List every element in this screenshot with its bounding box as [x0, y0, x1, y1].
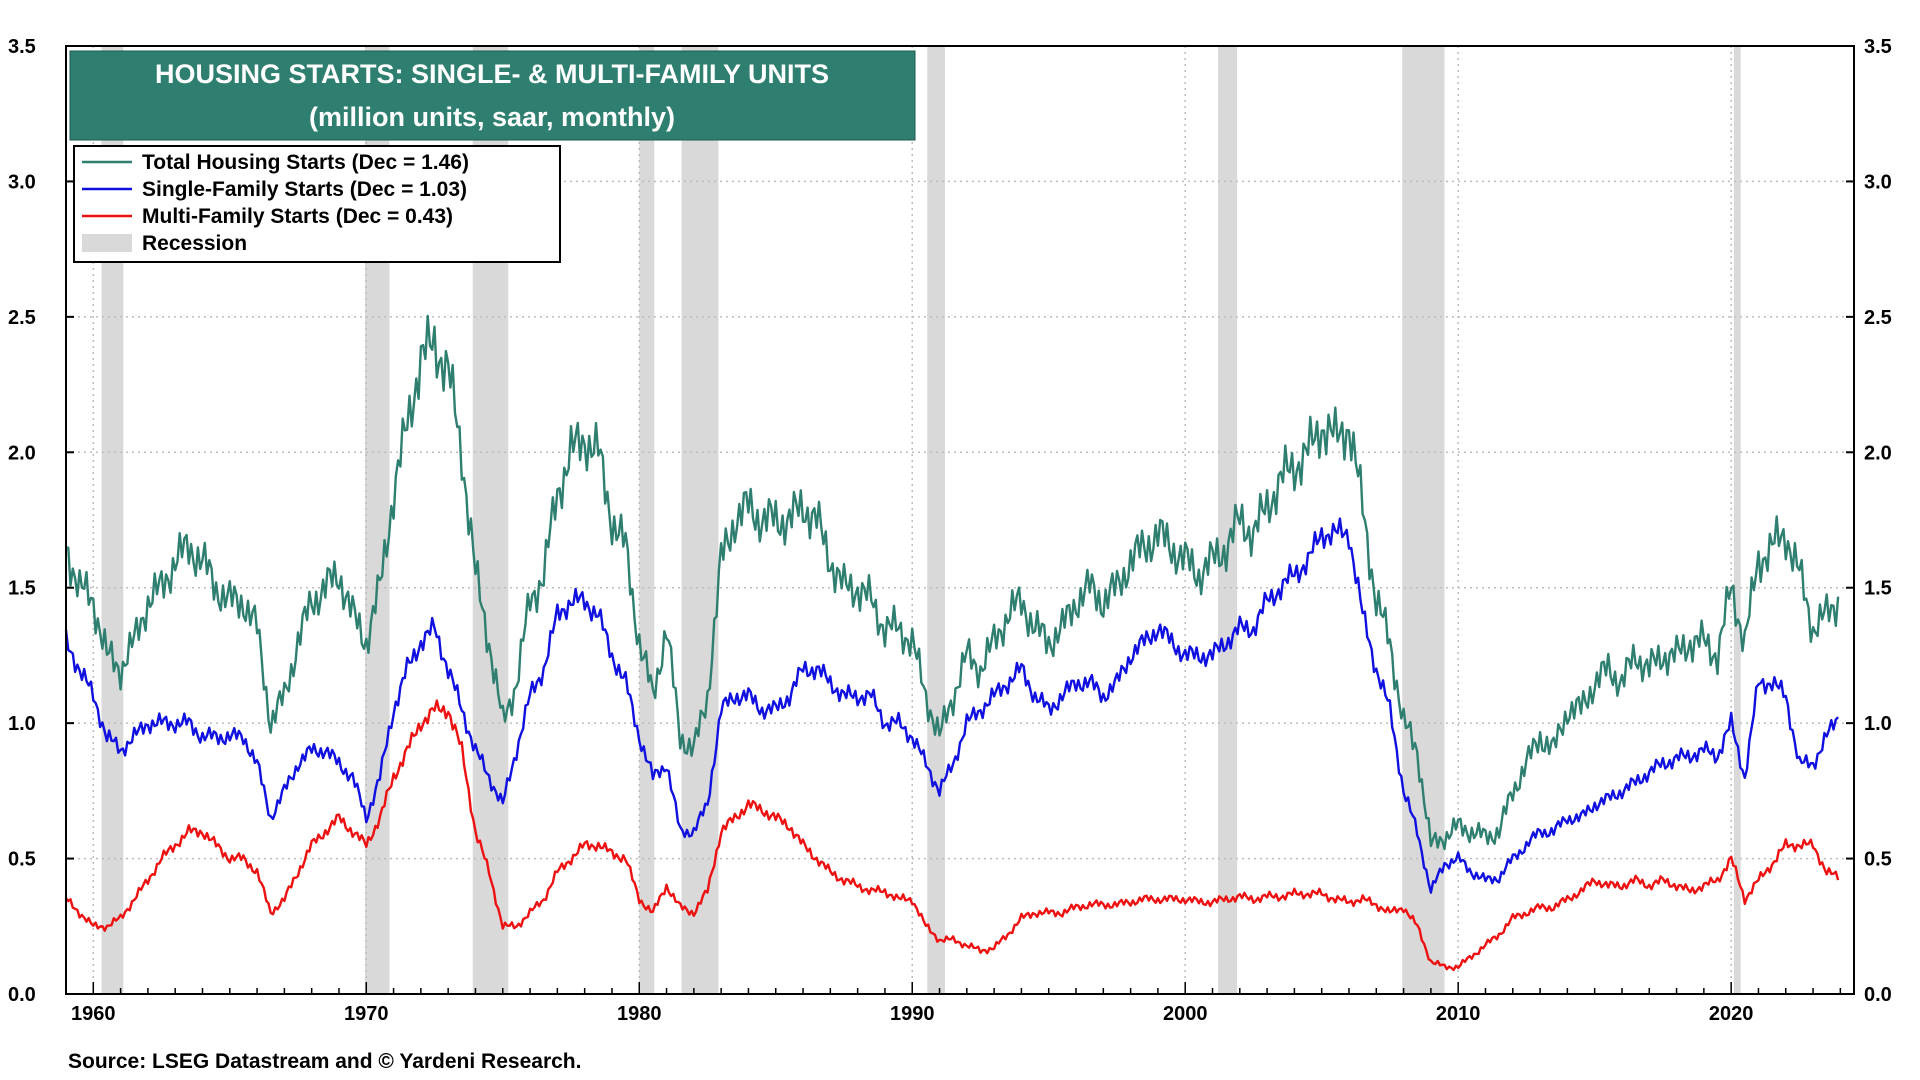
recession-band-3 [639, 46, 655, 994]
y-axis-right: 0.0 0.5 1.0 1.5 2.0 2.5 3.0 3.5 [1846, 36, 1892, 1006]
series-line-total-housing-starts [65, 314, 1840, 851]
recession-bands [101, 46, 1741, 994]
x-axis: 1960 1970 1980 1990 2000 2010 2020 [65, 982, 1842, 1025]
y-tick-label-right-1: 0.5 [1864, 849, 1892, 871]
plot-frame [65, 45, 1855, 995]
y-tick-label-left-5: 2.5 [8, 307, 36, 329]
chart-subtitle: (million units, saar, monthly) [309, 102, 675, 132]
y-tick-label-left-7: 3.5 [8, 36, 36, 58]
y-tick-label-right-5: 2.5 [1864, 307, 1892, 329]
y-tick-label-left-2: 1.0 [8, 713, 36, 735]
source-note: Source: LSEG Datastream and © Yardeni Re… [68, 1050, 581, 1073]
y-tick-label-right-0: 0.0 [1864, 984, 1892, 1006]
recession-band-7 [1402, 46, 1445, 994]
y-tick-label-left-0: 0.0 [8, 984, 36, 1006]
y-tick-label-left-6: 3.0 [8, 171, 36, 193]
series-line-multi-family-starts [65, 699, 1840, 972]
legend-label-single: Single-Family Starts (Dec = 1.03) [142, 178, 467, 201]
x-tick-label-4: 2000 [1163, 1003, 1208, 1025]
x-tick-label-1: 1970 [344, 1003, 389, 1025]
recession-band-8 [1733, 46, 1741, 994]
recession-band-5 [927, 46, 945, 994]
legend-label-recession: Recession [142, 232, 247, 255]
y-axis-left: 0.0 0.5 1.0 1.5 2.0 2.5 3.0 3.5 [8, 36, 74, 1006]
x-tick-label-2: 1980 [617, 1003, 662, 1025]
x-tick-label-5: 2010 [1436, 1003, 1481, 1025]
x-tick-label-6: 2020 [1709, 1003, 1754, 1025]
x-tick-label-3: 1990 [890, 1003, 935, 1025]
series-lines [64, 314, 1840, 972]
legend-label-total: Total Housing Starts (Dec = 1.46) [142, 151, 469, 174]
recession-band-4 [681, 46, 719, 994]
recession-band-6 [1217, 46, 1238, 994]
title-box: HOUSING STARTS: SINGLE- & MULTI-FAMILY U… [69, 50, 916, 141]
legend-frame [73, 145, 561, 263]
chart-title: HOUSING STARTS: SINGLE- & MULTI-FAMILY U… [155, 59, 829, 89]
legend-label-multi: Multi-Family Starts (Dec = 0.43) [142, 205, 453, 228]
y-tick-label-left-4: 2.0 [8, 442, 36, 464]
legend: Total Housing Starts (Dec = 1.46) Single… [73, 145, 561, 263]
y-tick-label-left-3: 1.5 [8, 578, 36, 600]
series-line-single-family-starts [64, 517, 1839, 894]
gridlines [66, 46, 1854, 994]
x-tick-label-0: 1960 [71, 1003, 116, 1025]
y-tick-label-right-6: 3.0 [1864, 171, 1892, 193]
y-tick-label-right-2: 1.0 [1864, 713, 1892, 735]
y-tick-label-left-1: 0.5 [8, 849, 36, 871]
y-tick-label-right-7: 3.5 [1864, 36, 1892, 58]
y-tick-label-right-3: 1.5 [1864, 578, 1892, 600]
recession-band-0 [101, 46, 124, 994]
legend-swatch-recession [82, 234, 132, 252]
y-tick-label-right-4: 2.0 [1864, 442, 1892, 464]
